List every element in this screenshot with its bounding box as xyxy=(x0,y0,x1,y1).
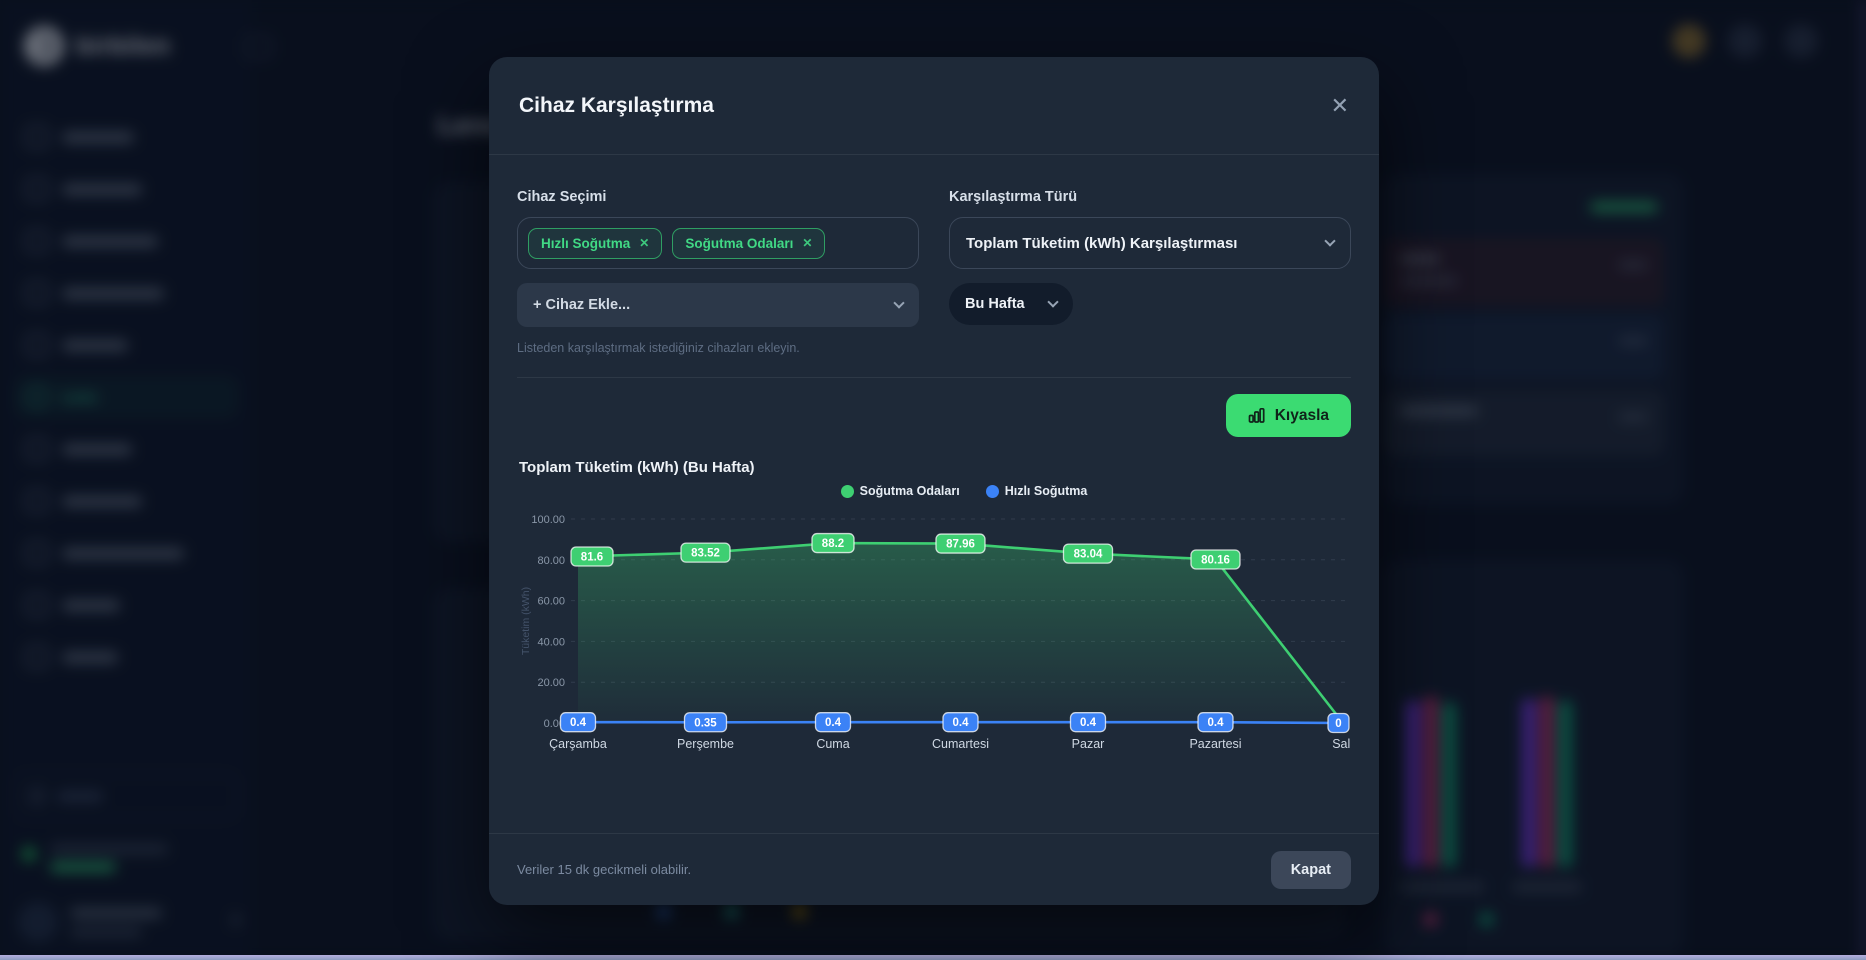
chart-title: Toplam Tüketim (kWh) (Bu Hafta) xyxy=(519,459,755,476)
device-chip: Hızlı Soğutma ✕ xyxy=(528,227,663,259)
legend-dot-blue xyxy=(985,484,999,498)
svg-text:Çarşamba: Çarşamba xyxy=(549,737,607,751)
modal-footer: Veriler 15 dk gecikmeli olabilir. Kapat xyxy=(489,833,1379,905)
device-chip-label: Hızlı Soğutma xyxy=(541,235,631,251)
comparison-type-select[interactable]: Toplam Tüketim (kWh) Karşılaştırması xyxy=(949,217,1351,269)
device-chip-label: Soğutma Odaları xyxy=(685,235,794,251)
svg-text:Cumartesi: Cumartesi xyxy=(932,737,989,751)
compare-button[interactable]: Kıyasla xyxy=(1225,394,1351,437)
remove-chip-icon[interactable]: ✕ xyxy=(802,236,813,250)
svg-text:0.4: 0.4 xyxy=(953,717,970,729)
svg-text:Salı: Salı xyxy=(1332,737,1351,751)
svg-text:100.00: 100.00 xyxy=(531,514,565,526)
svg-text:Pazar: Pazar xyxy=(1072,737,1105,751)
modal-header: Cihaz Karşılaştırma ✕ xyxy=(489,57,1379,155)
svg-text:0.00: 0.00 xyxy=(544,718,565,730)
svg-text:Cuma: Cuma xyxy=(816,737,849,751)
svg-text:Pazartesi: Pazartesi xyxy=(1189,737,1241,751)
chart-legend: Soğutma Odaları Hızlı Soğutma xyxy=(577,484,1351,498)
svg-text:60.00: 60.00 xyxy=(537,596,565,608)
comparison-line-chart: 0.00 20.00 40.00 60.00 80.00 100.00 Tüketim (k… xyxy=(520,514,1354,751)
chevron-down-icon xyxy=(1047,296,1059,308)
svg-text:0.4: 0.4 xyxy=(825,717,842,729)
svg-text:80.16: 80.16 xyxy=(1201,554,1230,566)
selected-devices-box: Hızlı Soğutma ✕ Soğutma Odaları ✕ xyxy=(517,217,919,269)
svg-text:20.00: 20.00 xyxy=(537,677,565,689)
bottom-strip xyxy=(0,955,1866,960)
chevron-down-icon xyxy=(1324,235,1336,247)
svg-text:Tüketim (kWh): Tüketim (kWh) xyxy=(520,587,532,655)
legend-item: Soğutma Odaları xyxy=(840,484,960,498)
svg-text:Perşembe: Perşembe xyxy=(677,737,734,751)
chevron-down-icon xyxy=(893,297,905,309)
helper-text: Listeden karşılaştırmak istediğiniz ciha… xyxy=(517,341,800,355)
svg-text:0.35: 0.35 xyxy=(694,717,717,729)
svg-text:40.00: 40.00 xyxy=(537,636,565,648)
svg-text:80.00: 80.00 xyxy=(537,555,565,567)
svg-text:87.96: 87.96 xyxy=(946,539,975,551)
close-button[interactable]: Kapat xyxy=(1270,850,1351,889)
device-chip: Soğutma Odaları ✕ xyxy=(672,227,826,259)
modal-title: Cihaz Karşılaştırma xyxy=(519,93,714,117)
svg-text:0.4: 0.4 xyxy=(1208,717,1225,729)
svg-text:88.2: 88.2 xyxy=(822,538,844,550)
device-selection-label: Cihaz Seçimi xyxy=(517,189,607,205)
svg-text:83.52: 83.52 xyxy=(691,548,720,560)
period-select[interactable]: Bu Hafta xyxy=(949,283,1073,325)
bar-chart-icon xyxy=(1248,407,1265,423)
legend-dot-green xyxy=(840,484,854,498)
legend-item: Hızlı Soğutma xyxy=(985,484,1087,498)
svg-text:0.4: 0.4 xyxy=(1080,717,1097,729)
svg-text:81.6: 81.6 xyxy=(581,552,603,564)
device-comparison-modal: Cihaz Karşılaştırma ✕ Cihaz Seçimi Hızlı… xyxy=(489,57,1379,905)
comparison-type-label: Karşılaştırma Türü xyxy=(949,189,1078,205)
divider xyxy=(517,377,1351,378)
svg-text:83.04: 83.04 xyxy=(1074,549,1103,561)
remove-chip-icon[interactable]: ✕ xyxy=(639,236,650,250)
svg-text:0: 0 xyxy=(1335,718,1341,730)
footer-note: Veriler 15 dk gecikmeli olabilir. xyxy=(517,862,692,877)
close-icon[interactable]: ✕ xyxy=(1330,92,1349,118)
add-device-select[interactable]: + Cihaz Ekle... xyxy=(517,283,919,327)
svg-text:0.4: 0.4 xyxy=(570,717,587,729)
